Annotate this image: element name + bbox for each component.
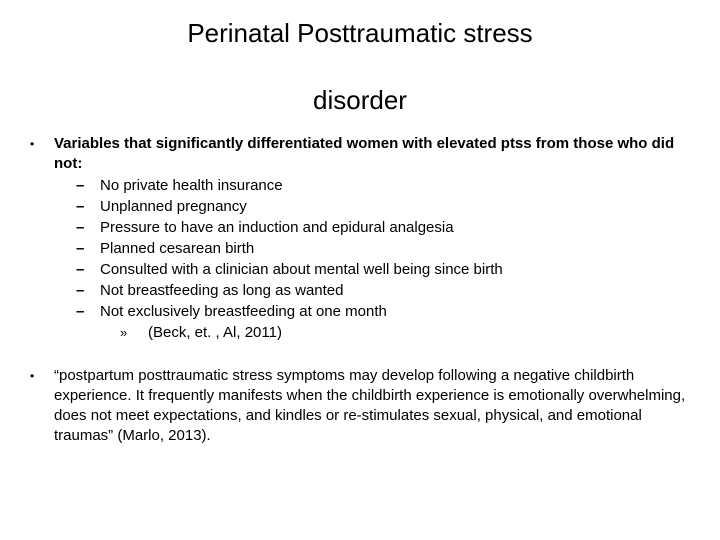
sub-bullet-text: No private health insurance xyxy=(100,176,283,196)
sub-bullet-text: Consulted with a clinician about mental … xyxy=(100,260,503,280)
sub-bullet-item: – Pressure to have an induction and epid… xyxy=(28,218,692,238)
sub-bullet-text: Pressure to have an induction and epidur… xyxy=(100,218,454,238)
chevron-icon: » xyxy=(120,323,148,343)
dash-icon: – xyxy=(76,302,100,322)
citation-bullet: » (Beck, et. , Al, 2011) xyxy=(28,323,692,343)
quote-text: “postpartum posttraumatic stress symptom… xyxy=(54,366,692,446)
sub-bullet-item: – Consulted with a clinician about menta… xyxy=(28,260,692,280)
sub-bullet-item: – Not breastfeeding as long as wanted xyxy=(28,281,692,301)
slide-container: Perinatal Posttraumatic stress disorder … xyxy=(0,0,720,540)
dash-icon: – xyxy=(76,176,100,196)
title-block: Perinatal Posttraumatic stress disorder xyxy=(28,18,692,116)
dash-icon: – xyxy=(76,281,100,301)
sub-bullet-item: – Planned cesarean birth xyxy=(28,239,692,259)
dash-icon: – xyxy=(76,260,100,280)
sub-bullet-text: Not breastfeeding as long as wanted xyxy=(100,281,344,301)
sub-bullet-item: – Unplanned pregnancy xyxy=(28,197,692,217)
sub-bullet-text: Planned cesarean birth xyxy=(100,239,254,259)
sub-bullet-item: – Not exclusively breastfeeding at one m… xyxy=(28,302,692,322)
title-line-1: Perinatal Posttraumatic stress xyxy=(28,18,692,49)
bullet-intro-text: Variables that significantly differentia… xyxy=(54,134,692,174)
dash-icon: – xyxy=(76,197,100,217)
citation-text: (Beck, et. , Al, 2011) xyxy=(148,323,282,343)
sub-bullet-item: – No private health insurance xyxy=(28,176,692,196)
spacer xyxy=(28,344,692,366)
sub-bullet-text: Not exclusively breastfeeding at one mon… xyxy=(100,302,387,322)
title-line-2: disorder xyxy=(28,85,692,116)
bullet-block-2: • “postpartum posttraumatic stress sympt… xyxy=(28,366,692,446)
dash-icon: – xyxy=(76,218,100,238)
bullet-block-1: • Variables that significantly different… xyxy=(28,134,692,174)
dash-icon: – xyxy=(76,239,100,259)
bullet-dot-icon: • xyxy=(28,134,54,154)
sub-bullet-text: Unplanned pregnancy xyxy=(100,197,247,217)
bullet-dot-icon: • xyxy=(28,366,54,386)
